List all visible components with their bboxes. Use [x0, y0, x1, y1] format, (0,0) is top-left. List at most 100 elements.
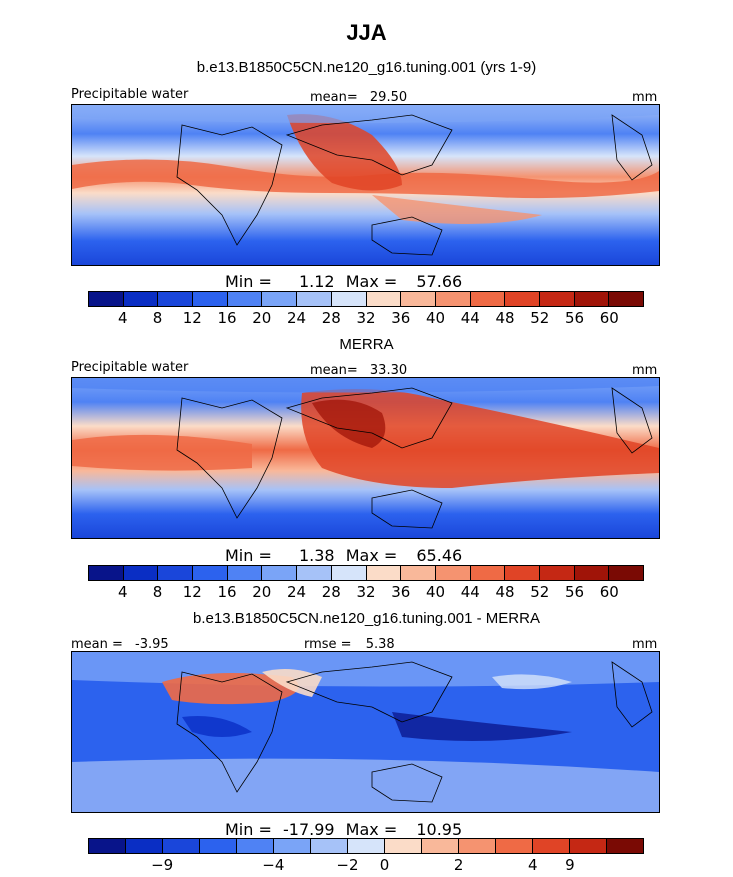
colorbar-tick-label: 44	[460, 309, 480, 327]
panel2-colorbar	[88, 565, 644, 581]
panel1-minmax: Min = 1.12 Max = 57.66	[225, 272, 462, 291]
colorbar-swatch	[89, 292, 124, 306]
colorbar-swatch	[274, 839, 311, 853]
panel2-colorbar-ticks: 4 8 12 16 20 24 28 32 36 40 44 48 52 56 60	[88, 583, 642, 601]
colorbar-swatch	[262, 292, 298, 306]
colorbar-swatch	[89, 839, 126, 853]
colorbar-swatch	[89, 566, 124, 580]
panel3-rmse: rmse = 5.38	[304, 637, 395, 652]
panel3-min-label: Min =	[225, 820, 272, 839]
colorbar-tick-label: 28	[321, 309, 341, 327]
colorbar-swatch	[311, 839, 348, 853]
colorbar-swatch	[470, 292, 506, 306]
colorbar-swatch	[539, 292, 575, 306]
panel2-mean-value: 33.30	[369, 363, 408, 378]
colorbar-swatch	[574, 566, 610, 580]
panel1-units: mm	[632, 90, 658, 105]
colorbar-swatch	[496, 839, 533, 853]
panel3-colorbar-ticks: −9 −4 −2 0 2 4 9	[88, 856, 642, 874]
panel2-mean-label: mean=	[310, 363, 358, 378]
panel1-mean-label: mean=	[310, 90, 358, 105]
colorbar-swatch	[237, 839, 274, 853]
panel1-colorbar	[88, 291, 644, 307]
panel2-min-label: Min =	[225, 546, 272, 565]
panel1-map	[71, 104, 660, 266]
colorbar-tick-label: 52	[530, 309, 550, 327]
colorbar-tick-label: 40	[425, 309, 446, 327]
colorbar-tick-label: 32	[356, 309, 376, 327]
colorbar-tick-label: 4	[117, 309, 128, 327]
panel3-units: mm	[632, 637, 658, 652]
colorbar-tick-label: 2	[453, 856, 464, 874]
colorbar-tick-label: 60	[599, 583, 619, 601]
colorbar-swatch	[126, 839, 163, 853]
colorbar-swatch	[539, 566, 575, 580]
colorbar-swatch	[505, 292, 540, 306]
colorbar-swatch	[200, 839, 237, 853]
colorbar-swatch	[401, 292, 436, 306]
colorbar-tick-label: 56	[564, 583, 585, 601]
colorbar-swatch	[348, 839, 385, 853]
colorbar-swatch	[459, 839, 496, 853]
colorbar-swatch	[609, 566, 643, 580]
colorbar-tick-label: 36	[391, 583, 411, 601]
panel2-mean: mean= 33.30	[310, 363, 407, 378]
colorbar-tick-label: 48	[495, 309, 515, 327]
colorbar-swatch	[574, 292, 610, 306]
panel3-mean: mean = -3.95	[71, 637, 169, 652]
colorbar-swatch	[331, 292, 367, 306]
panel2-max-value: 65.46	[416, 546, 463, 565]
panel1-mean-value: 29.50	[369, 90, 408, 105]
colorbar-swatch	[435, 566, 471, 580]
colorbar-tick-label: 16	[217, 583, 237, 601]
colorbar-swatch	[193, 566, 228, 580]
panel3-max-label: Max =	[345, 820, 398, 839]
panel3-mean-label: mean =	[71, 637, 123, 652]
colorbar-swatch	[422, 839, 459, 853]
panel3-rmse-label: rmse =	[304, 637, 352, 652]
colorbar-tick-label: 8	[152, 309, 163, 327]
panel3-mean-value: -3.95	[135, 637, 169, 652]
colorbar-tick-label: 12	[182, 583, 202, 601]
panel2-map	[71, 377, 660, 539]
colorbar-swatch	[123, 292, 159, 306]
colorbar-tick-label: 4	[117, 583, 128, 601]
colorbar-tick-label: 24	[286, 309, 307, 327]
panel3-minmax: Min = -17.99 Max = 10.95	[225, 820, 462, 839]
colorbar-swatch	[158, 566, 194, 580]
colorbar-tick-label: 48	[495, 583, 515, 601]
colorbar-swatch	[385, 839, 422, 853]
colorbar-tick-label: 0	[379, 856, 390, 874]
panel2-minmax: Min = 1.38 Max = 65.46	[225, 546, 462, 565]
colorbar-tick-label: 60	[599, 309, 619, 327]
colorbar-tick-label: 40	[425, 583, 446, 601]
colorbar-tick-label: 44	[460, 583, 480, 601]
colorbar-swatch	[227, 566, 263, 580]
colorbar-tick-label: −2	[336, 856, 359, 874]
colorbar-tick-label: −9	[151, 856, 174, 874]
colorbar-tick-label: 28	[321, 583, 341, 601]
colorbar-tick-label: 4	[528, 856, 538, 874]
panel2-max-label: Max =	[345, 546, 398, 565]
plot-title: JJA	[346, 20, 387, 45]
colorbar-swatch	[505, 566, 540, 580]
colorbar-tick-label: 56	[564, 309, 585, 327]
colorbar-swatch	[470, 566, 506, 580]
panel2-subtitle: MERRA	[339, 336, 394, 353]
colorbar-swatch	[401, 566, 436, 580]
colorbar-tick-label: 12	[182, 309, 202, 327]
colorbar-swatch	[366, 566, 402, 580]
panel2-min-value: 1.38	[298, 546, 335, 565]
colorbar-tick-label: 20	[252, 309, 272, 327]
colorbar-swatch	[366, 292, 402, 306]
colorbar-tick-label: 36	[391, 309, 411, 327]
colorbar-tick-label: 20	[252, 583, 272, 601]
colorbar-tick-label: 24	[286, 583, 307, 601]
colorbar-tick-label: −4	[262, 856, 285, 874]
colorbar-swatch	[331, 566, 367, 580]
colorbar-tick-label: 16	[217, 309, 237, 327]
panel2-units: mm	[632, 363, 658, 378]
panel1-max-value: 57.66	[416, 272, 463, 291]
colorbar-swatch	[227, 292, 263, 306]
panel3-map	[71, 651, 660, 813]
